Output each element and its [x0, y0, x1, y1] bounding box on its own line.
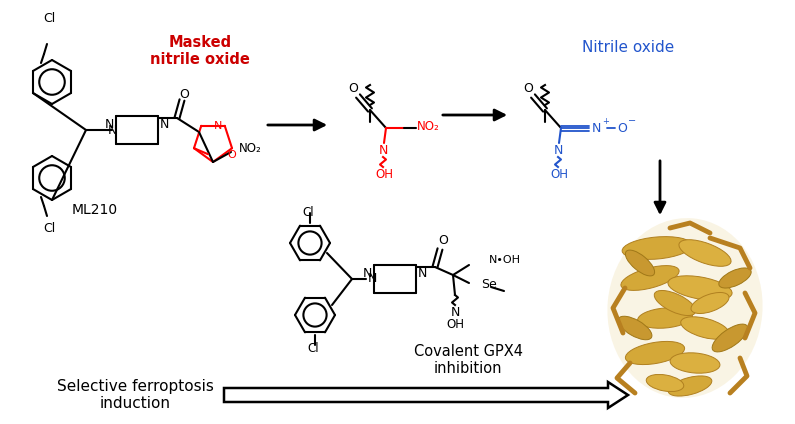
Text: Covalent GPX4
inhibition: Covalent GPX4 inhibition [413, 344, 522, 376]
Text: N: N [363, 267, 372, 280]
Text: Cl: Cl [307, 343, 319, 355]
Text: N: N [378, 145, 388, 157]
Text: N: N [368, 273, 378, 285]
Text: N: N [107, 123, 117, 137]
Ellipse shape [646, 374, 684, 391]
Ellipse shape [668, 376, 712, 396]
Ellipse shape [638, 308, 692, 328]
Text: N: N [213, 121, 222, 131]
Text: Se: Se [481, 279, 497, 292]
Ellipse shape [618, 316, 652, 340]
Text: −: − [628, 116, 636, 126]
Text: O: O [227, 150, 236, 160]
Ellipse shape [681, 317, 729, 339]
Text: +: + [602, 117, 609, 126]
Ellipse shape [668, 276, 732, 300]
Text: ML210: ML210 [72, 203, 118, 217]
Ellipse shape [670, 353, 720, 373]
Ellipse shape [654, 290, 696, 315]
Text: Cl: Cl [43, 221, 55, 234]
Ellipse shape [679, 240, 731, 266]
Polygon shape [224, 382, 628, 408]
Text: N: N [418, 267, 428, 280]
Ellipse shape [621, 265, 679, 290]
Text: O: O [438, 234, 448, 248]
Ellipse shape [691, 293, 729, 313]
Ellipse shape [626, 250, 654, 276]
Ellipse shape [712, 324, 748, 352]
Text: N: N [160, 118, 169, 131]
Text: Selective ferroptosis
induction: Selective ferroptosis induction [56, 379, 213, 411]
Text: Masked
nitrile oxide: Masked nitrile oxide [150, 35, 250, 67]
Text: O: O [348, 81, 358, 95]
Text: OH: OH [446, 318, 464, 332]
Text: O: O [179, 87, 189, 100]
Text: OH: OH [550, 168, 568, 181]
Text: N•OH: N•OH [489, 255, 521, 265]
Text: O: O [523, 81, 533, 95]
Text: NO₂: NO₂ [239, 142, 262, 154]
Polygon shape [0, 0, 178, 77]
Text: N: N [553, 145, 563, 157]
Ellipse shape [607, 218, 762, 398]
Text: Cl: Cl [43, 11, 55, 25]
Text: O: O [617, 122, 627, 134]
Text: NO₂: NO₂ [417, 120, 440, 132]
Text: OH: OH [375, 168, 393, 181]
Text: Nitrile oxide: Nitrile oxide [582, 41, 674, 56]
Ellipse shape [626, 341, 684, 365]
Ellipse shape [622, 237, 692, 259]
Text: N: N [591, 122, 601, 134]
Text: Cl: Cl [302, 206, 314, 220]
Text: N: N [105, 118, 114, 131]
Text: N: N [450, 307, 460, 320]
Ellipse shape [719, 268, 751, 288]
